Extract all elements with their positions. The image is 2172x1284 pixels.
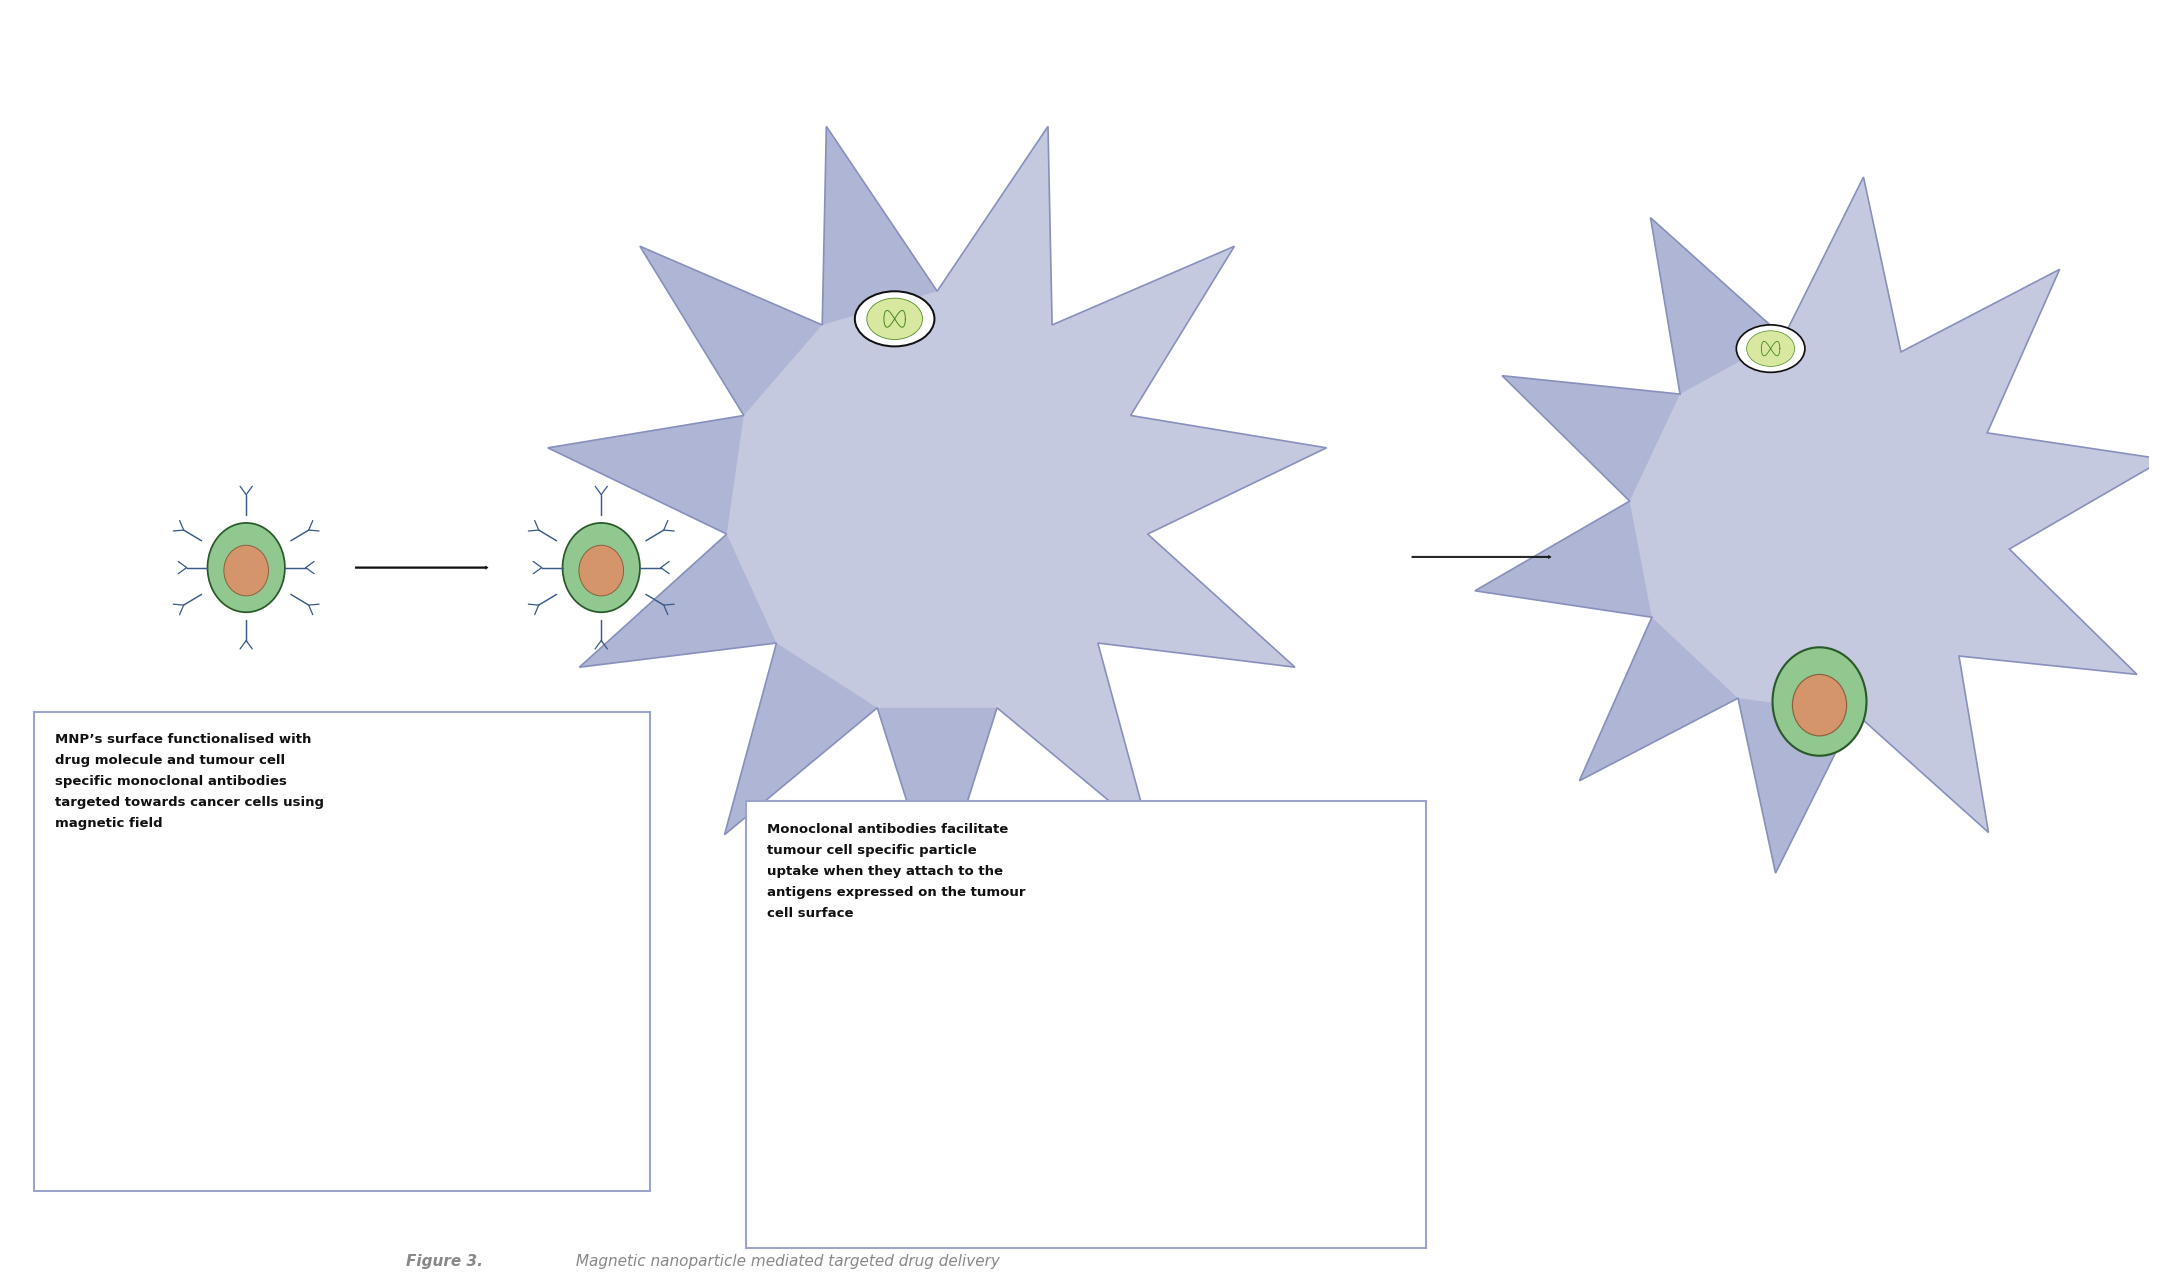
Polygon shape — [1738, 698, 1855, 873]
Polygon shape — [1651, 218, 1783, 394]
Ellipse shape — [1772, 647, 1866, 756]
Polygon shape — [1475, 177, 2163, 873]
Polygon shape — [823, 126, 936, 325]
Ellipse shape — [224, 546, 269, 596]
Ellipse shape — [1735, 325, 1805, 372]
Ellipse shape — [209, 523, 285, 612]
Text: Magnetic nanoparticle mediated targeted drug delivery: Magnetic nanoparticle mediated targeted … — [571, 1254, 1001, 1269]
Text: Monoclonal antibodies facilitate
tumour cell specific particle
uptake when they : Monoclonal antibodies facilitate tumour … — [767, 823, 1025, 919]
Polygon shape — [877, 707, 997, 898]
FancyBboxPatch shape — [745, 801, 1427, 1248]
Polygon shape — [580, 534, 778, 668]
Polygon shape — [1475, 501, 1653, 618]
Polygon shape — [1579, 618, 1738, 781]
Ellipse shape — [1792, 674, 1846, 736]
Polygon shape — [547, 416, 743, 534]
Text: MNP’s surface functionalised with
drug molecule and tumour cell
specific monoclo: MNP’s surface functionalised with drug m… — [54, 733, 324, 831]
Ellipse shape — [856, 291, 934, 347]
Text: Figure 3.: Figure 3. — [406, 1254, 482, 1269]
Ellipse shape — [1746, 331, 1794, 366]
Polygon shape — [547, 126, 1327, 898]
Polygon shape — [641, 247, 823, 416]
Ellipse shape — [563, 523, 641, 612]
Ellipse shape — [580, 546, 623, 596]
Ellipse shape — [867, 298, 923, 339]
Polygon shape — [725, 643, 877, 835]
Polygon shape — [1503, 376, 1679, 501]
FancyBboxPatch shape — [33, 713, 649, 1190]
